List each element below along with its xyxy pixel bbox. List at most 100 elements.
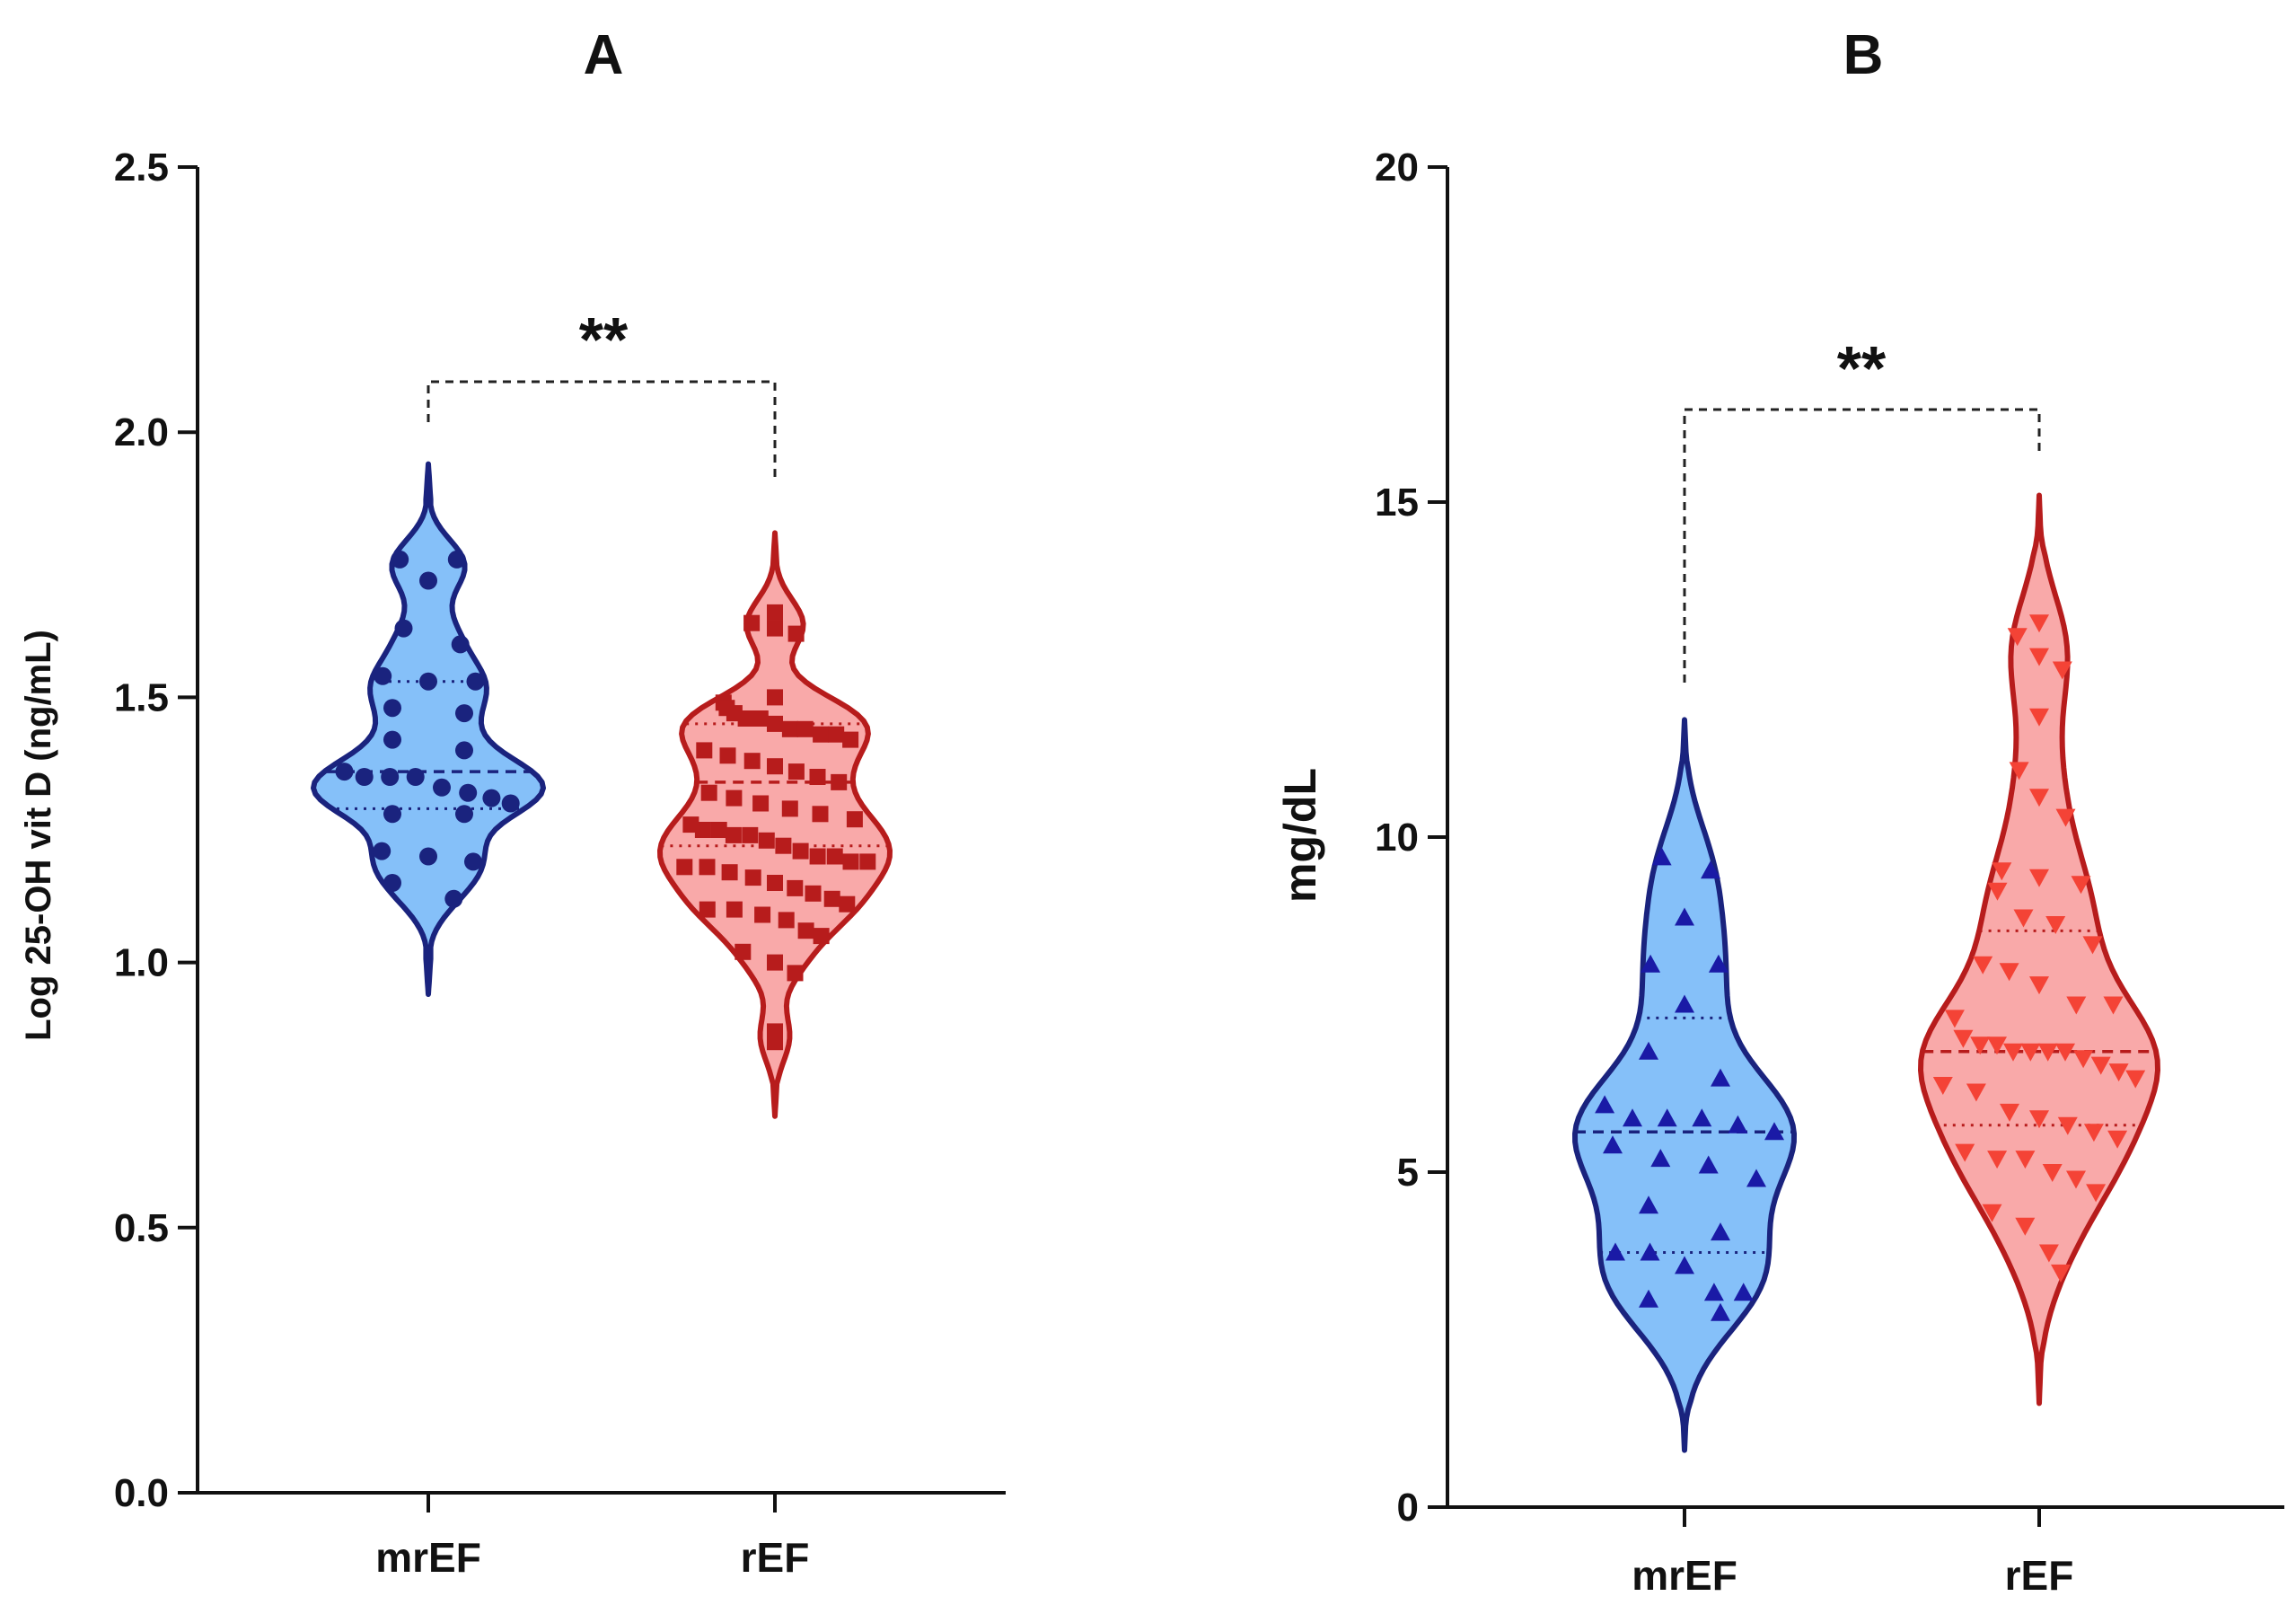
violin-b-ref-point <box>1982 1204 2002 1222</box>
violin-b-mref-point <box>1675 907 1694 926</box>
violin-b-ref-point <box>2000 1103 2019 1122</box>
violin-a-ref-point <box>842 853 859 870</box>
panel-b-ytick-label: 15 <box>1375 481 1419 525</box>
violin-b-ref-point <box>2015 1151 2036 1169</box>
violin-b-mref <box>1572 717 1797 1453</box>
panel-a-ytick-label: 2.0 <box>114 410 169 454</box>
violin-b-mref-point <box>1764 1122 1784 1141</box>
violin-a-ref-point <box>725 826 742 843</box>
violin-a-ref <box>657 530 893 1119</box>
violin-a-mref-point <box>383 730 401 749</box>
violin-b-ref-point <box>2071 876 2091 895</box>
panel-b-significance-bracket <box>1683 408 2041 683</box>
panel-b-ytick-label: 0 <box>1397 1486 1419 1530</box>
violin-a-mref-point <box>501 794 520 813</box>
violin-a-ref-point <box>842 731 859 748</box>
panel-a-ytick-label: 1.0 <box>114 941 169 985</box>
violin-a-ref-point <box>809 769 826 785</box>
panel-b-title: B <box>1843 24 1884 86</box>
violin-a-ref-point <box>696 742 713 759</box>
panel-b-ytick-label: 10 <box>1375 816 1419 860</box>
violin-b-ref-point <box>1999 963 2019 982</box>
violin-a-ref-point <box>735 943 752 960</box>
violin-b-ref-point <box>1992 862 2012 881</box>
violin-a-ref-point <box>742 826 759 843</box>
violin-b-mref-point <box>1641 954 1661 973</box>
panel-b-significance-label: ** <box>1837 333 1887 403</box>
panel-b-ytick-label: 5 <box>1397 1151 1419 1195</box>
violin-b-ref-point <box>2057 1116 2078 1135</box>
violin-a-ref-point <box>767 689 783 706</box>
violin-b-ref-point <box>2103 996 2124 1015</box>
violin-b-mref-point <box>1651 847 1672 866</box>
violin-b-ref <box>1918 492 2160 1407</box>
violin-a-mref-point <box>419 672 437 691</box>
panel-a-title: A <box>584 24 624 86</box>
violin-b-ref-point <box>2055 1043 2075 1062</box>
panel-a-xticks: mrEF rEF <box>375 1493 809 1581</box>
violin-a-ref-point <box>826 848 843 865</box>
violin-b-mref-point <box>1639 1041 1658 1060</box>
violin-a-ref-point <box>787 965 804 982</box>
violin-b-ref-point <box>2107 1130 2128 1149</box>
violin-a-mref-point <box>335 763 354 781</box>
violin-a-mref-point <box>455 805 473 824</box>
violin-b-ref-point <box>2083 1124 2104 1142</box>
violin-a-ref-point <box>694 822 711 838</box>
panel-a-significance-label: ** <box>579 304 629 375</box>
violin-b-ref-point <box>1970 1036 1991 1055</box>
violin-b-ref-point <box>2045 916 2066 934</box>
violin-b-ref-point <box>2003 1043 2023 1062</box>
violin-a-mref <box>311 461 546 997</box>
violin-b-ref-point <box>2029 1110 2049 1129</box>
violin-b-ref-point <box>1987 882 2008 901</box>
violin-a-ref-point <box>796 720 814 737</box>
violin-a-ref-point <box>721 864 738 881</box>
violin-b-ref-point <box>2029 614 2049 633</box>
violin-b-mref-point <box>1657 1108 1677 1127</box>
violin-a-mref-point <box>455 704 473 723</box>
violin-b-mref-point <box>1746 1169 1766 1187</box>
violin-a-mref-point <box>381 768 400 786</box>
violin-a-ref-point <box>859 853 876 870</box>
violin-a-mref-point <box>433 778 451 797</box>
violin-a-mref-point <box>374 666 392 685</box>
panel-b-yticks: 0 5 10 15 20 <box>1375 146 1447 1530</box>
violin-a-ref-point <box>792 842 809 860</box>
violin-a-ref-point <box>781 800 798 817</box>
violin-b-mref-point <box>1711 1068 1730 1087</box>
panel-a-ytick-label: 2.5 <box>114 146 169 190</box>
violin-a-mref-point <box>406 768 425 786</box>
violin-b-mref-point <box>1603 1135 1623 1154</box>
panel-a-ytick-label: 1.5 <box>114 675 169 719</box>
violin-b-ref-point <box>2108 1063 2129 1082</box>
panel-a-violins <box>311 461 893 1119</box>
violin-b-ref-point <box>2029 789 2049 807</box>
violin-b-mref-point <box>1692 1108 1712 1127</box>
panel-a-ytick-label: 0.0 <box>114 1471 169 1515</box>
violin-a-ref-point <box>737 710 754 727</box>
panel-b-ylabel: mg/dL <box>1275 768 1325 903</box>
violin-a-ref-point <box>823 890 840 907</box>
violin-a-ref-point <box>775 837 792 854</box>
violin-b-ref-point <box>1932 1077 1953 1095</box>
panel-a-axes <box>196 167 1006 1495</box>
panel-a-yticks: 0.0 0.5 1.0 1.5 2.0 2.5 <box>114 146 198 1515</box>
violin-b-ref-point <box>2073 1050 2094 1069</box>
violin-a-ref-point <box>719 747 736 764</box>
violin-b-mref-point <box>1728 1115 1748 1133</box>
violin-a-mref-point <box>383 805 401 824</box>
violin-a-ref-point <box>767 875 783 891</box>
violin-b-ref-point <box>2055 808 2076 827</box>
panel-b-category-ref: rEF <box>2005 1552 2074 1599</box>
violin-b-ref-point <box>1944 1010 1965 1028</box>
violin-a-ref-point <box>767 758 783 775</box>
violin-b-mref-point <box>1675 994 1694 1013</box>
panel-a-category-ref: rEF <box>741 1534 810 1581</box>
violin-b-mref-point <box>1639 1195 1658 1214</box>
violin-a-mref-point <box>383 699 401 718</box>
panel-b: B mg/dL 0 5 10 15 20 mrEF rEF ** <box>1275 24 2284 1599</box>
violin-b-ref-point <box>2020 1043 2041 1062</box>
panel-b-ytick-label: 20 <box>1375 146 1419 190</box>
violin-b-mref-body <box>1572 717 1797 1453</box>
